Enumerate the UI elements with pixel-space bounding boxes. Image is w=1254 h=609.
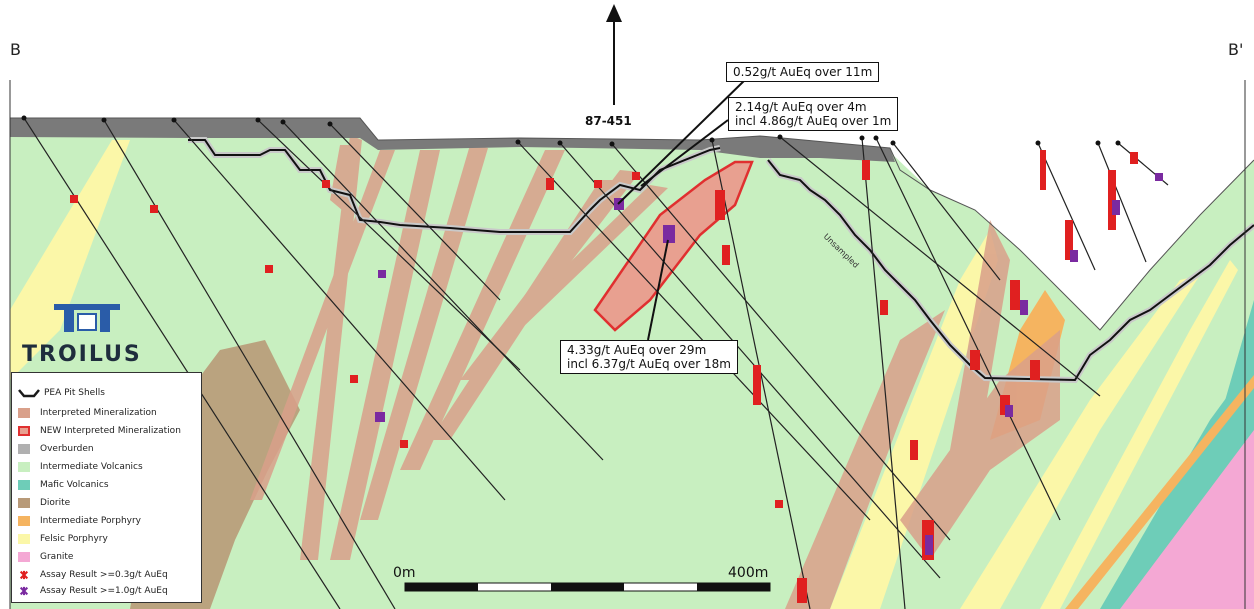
callout-line: 0.52g/t AuEq over 11m [733, 65, 873, 79]
legend-swatch [18, 516, 30, 526]
scale-bar [404, 582, 771, 592]
legend-label: Assay Result >=0.3g/t AuEq [40, 570, 168, 580]
assay-callout: 2.14g/t AuEq over 4m incl 4.86g/t AuEq o… [728, 97, 899, 131]
callout-line: 2.14g/t AuEq over 4m [735, 100, 867, 114]
felsic-porphyry-dike [830, 230, 998, 609]
legend-label: Granite [40, 552, 74, 562]
legend-swatch [18, 534, 30, 544]
section-label-right: B' [1228, 40, 1244, 59]
legend-swatch [18, 462, 30, 472]
legend-label: Intermediate Volcanics [40, 462, 143, 472]
legend-item: NEW Interpreted Mineralization [18, 424, 181, 438]
callout-leaders [617, 76, 749, 341]
legend-item: Assay Result >=1.0g/t AuEq [18, 584, 168, 598]
legend-item: Felsic Porphyry [18, 532, 108, 546]
pea-pit-shell [188, 139, 721, 233]
legend-item: Mafic Volcanics [18, 478, 109, 492]
scale-start-label: 0m [393, 565, 416, 581]
legend-item: Assay Result >=0.3g/t AuEq [18, 568, 168, 582]
legend-label: Overburden [40, 444, 94, 454]
intermediate-porphyry-dike [1065, 375, 1254, 609]
legend-swatch [18, 444, 30, 454]
legend-item: Diorite [18, 496, 70, 510]
legend-item: PEA Pit Shells [18, 386, 105, 400]
legend-item: Granite [18, 550, 73, 564]
topography-outline [10, 117, 1254, 331]
legend-label: Mafic Volcanics [40, 480, 109, 490]
legend-item: Intermediate Porphyry [18, 514, 141, 528]
legend-label: PEA Pit Shells [44, 388, 105, 398]
map-legend: PEA Pit Shells Interpreted Mineralizatio… [11, 372, 202, 603]
interpreted-mineralization [250, 135, 1060, 609]
scale-end-label: 400m [728, 565, 769, 581]
legend-item: Interpreted Mineralization [18, 406, 157, 420]
legend-swatch [18, 498, 30, 508]
legend-item: Overburden [18, 442, 94, 456]
overburden-unit [10, 118, 895, 162]
pit-shell-line-icon [18, 389, 40, 398]
drill-collars [21, 115, 1121, 147]
legend-label: Intermediate Porphyry [40, 516, 142, 526]
callout-line: incl 6.37g/t AuEq over 18m [567, 357, 731, 371]
new-interpreted-mineralization [593, 160, 754, 332]
legend-item: Intermediate Volcanics [18, 460, 143, 474]
legend-label: Interpreted Mineralization [40, 408, 157, 418]
callout-line: 4.33g/t AuEq over 29m [567, 343, 707, 357]
pea-pit-shell [767, 159, 1254, 382]
troilus-logo-text: TROILUS [22, 342, 142, 367]
troilus-logo: TROILUS [22, 300, 157, 370]
legend-label: NEW Interpreted Mineralization [40, 426, 181, 436]
legend-label: Assay Result >=1.0g/t AuEq [40, 586, 168, 596]
legend-label: Felsic Porphyry [40, 534, 108, 544]
granite-unit [1120, 430, 1254, 609]
felsic-porphyry-dike [960, 275, 1200, 609]
drillhole-id-label: 87-451 [585, 114, 632, 128]
legend-swatch [18, 552, 30, 562]
section-arrow-head [606, 4, 622, 22]
felsic-porphyry-dike [10, 140, 130, 380]
callout-line: incl 4.86g/t AuEq over 1m [735, 114, 892, 128]
legend-swatch [18, 480, 30, 490]
legend-swatch [18, 408, 30, 418]
troilus-logo-icon [54, 304, 120, 332]
assay-callout: 4.33g/t AuEq over 29m incl 6.37g/t AuEq … [560, 340, 738, 374]
section-label-left: B [10, 40, 21, 59]
assay-markers-1-0 [375, 173, 1163, 555]
legend-label: Diorite [40, 498, 71, 508]
assay-purple-star-icon [19, 586, 29, 596]
felsic-porphyry-dike [1040, 260, 1238, 609]
assay-red-star-icon [19, 570, 29, 580]
drill-holes [23, 117, 1169, 609]
assay-callout: 0.52g/t AuEq over 11m [726, 62, 880, 82]
legend-swatch [18, 426, 30, 436]
